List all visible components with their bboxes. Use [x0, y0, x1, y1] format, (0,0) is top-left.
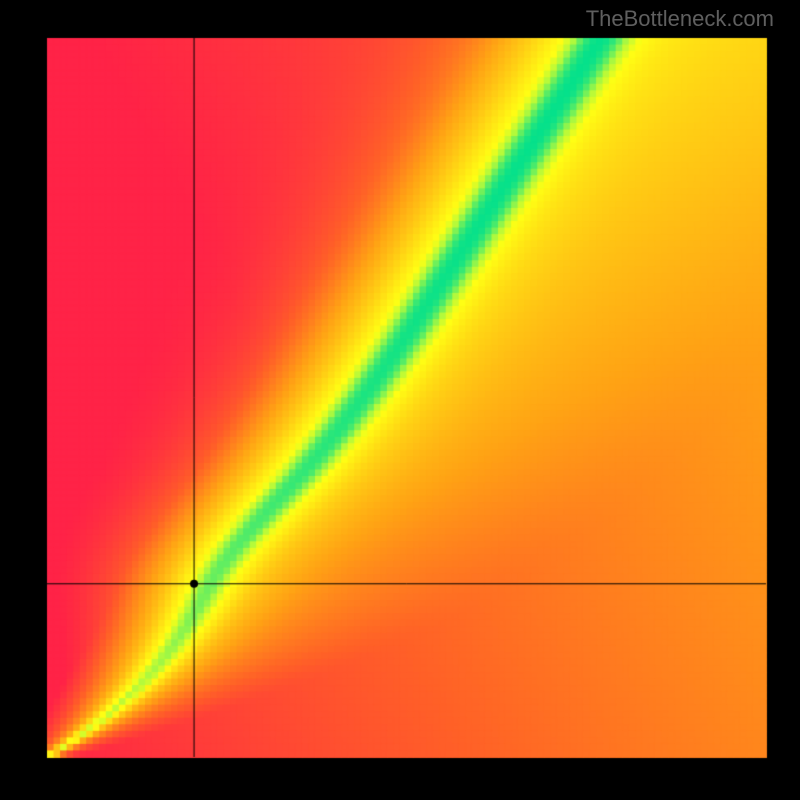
- watermark-text: TheBottleneck.com: [586, 6, 774, 32]
- bottleneck-heatmap: [0, 0, 800, 800]
